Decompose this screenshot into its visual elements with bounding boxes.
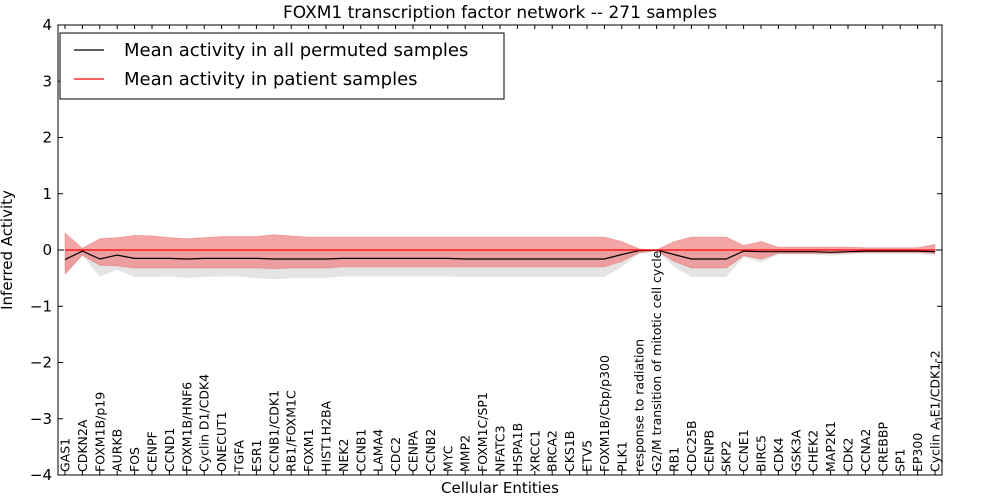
x-tick-label: FOXM1B/Cbp/p300 [597,355,612,472]
y-tick-label: 3 [42,72,52,90]
x-tick-label: MYC [440,445,455,472]
y-tick-label: −2 [30,354,52,372]
x-tick-label: response to radiation [632,339,647,472]
x-tick-label: CREBBP [875,422,890,472]
x-tick-label: GAS1 [58,438,73,472]
x-tick-label: FOXM1 [301,428,316,472]
x-tick-label: MAP2K1 [823,421,838,472]
x-tick-label: FOXM1C/SP1 [475,392,490,472]
x-tick-label: CCNB1 [353,429,368,472]
x-tick-label: CKS1B [562,431,577,472]
x-tick-label: FOXM1B/HNF6 [179,382,194,472]
x-tick-label: RB1 [667,447,682,472]
x-tick-label: EP300 [910,433,925,472]
x-ticks-layer: GAS1 CDKN2A FOXM1B/p19 AURKB FOS CENPF CCND1 FO… [58,25,943,475]
x-tick-label: NFATC3 [493,425,508,472]
y-tick-label: −3 [30,410,52,428]
x-tick-label: CCNE1 [736,429,751,472]
x-tick-label: CCNB2 [423,429,438,472]
bands-layer [64,232,936,280]
y-tick-label: 4 [42,16,52,34]
legend-label-permuted: Mean activity in all permuted samples [124,40,468,61]
x-tick-label: BRCA2 [545,430,560,472]
x-tick-label: CDC25B [684,420,699,472]
y-ticks-layer: −4 −3 −2 −1 0 1 2 3 4 [30,16,942,484]
x-tick-label: HSPA1B [510,423,525,472]
legend: Mean activity in all permuted samples Me… [59,32,505,100]
x-tick-label: ESR1 [249,440,264,472]
x-tick-label: CENPA [406,430,421,472]
x-tick-label: RB1/FOXM1C [284,390,299,472]
x-tick-label: CCNA2 [858,429,873,472]
x-tick-label: AURKB [110,429,125,472]
y-tick-label: 2 [42,129,52,147]
x-tick-label: LAMA4 [371,429,386,472]
x-tick-label: Cyclin A-E1/CDK1-2 [928,350,943,472]
x-tick-label: CCNB1/CDK1 [266,390,281,472]
x-tick-label: CCND1 [162,428,177,472]
x-tick-label: HIST1H2BA [319,400,334,472]
y-tick-label: −1 [30,297,52,315]
legend-frame [59,32,505,100]
x-tick-label: ETV5 [580,440,595,472]
x-tick-label: PLK1 [614,441,629,472]
x-tick-label: CHEK2 [806,430,821,472]
x-tick-label: CDKN2A [75,419,90,472]
x-tick-label: SP1 [893,449,908,472]
x-tick-label: ONECUT1 [214,411,229,472]
x-tick-label: GSK3A [788,429,803,472]
x-tick-label: CDC2 [388,437,403,472]
y-tick-label: 0 [42,241,52,259]
x-tick-label: CENPB [701,430,716,472]
x-tick-label: G2/M transition of mitotic cell cycle [649,250,664,472]
x-tick-label: FOXM1B/p19 [92,392,107,472]
x-tick-label: CENPF [145,431,160,472]
y-axis-label: Inferred Activity [0,190,16,310]
x-tick-label: Cyclin D1/CDK4 [197,374,212,472]
series-line-permuted [64,249,936,261]
x-tick-label: XRCC1 [527,430,542,472]
band-patient-samples [64,232,936,275]
y-tick-label: −4 [30,466,52,484]
x-tick-label: TGFA [232,440,247,473]
x-tick-label: BIRC5 [754,435,769,472]
series-lines-layer [64,249,936,261]
x-tick-label: FOS [127,447,142,472]
x-axis-label: Cellular Entities [441,479,559,497]
x-tick-label: NEK2 [336,439,351,472]
x-tick-label: MMP2 [458,435,473,472]
y-tick-label: 1 [42,185,52,203]
x-tick-label: CDK4 [771,437,786,472]
chart-title: FOXM1 transcription factor network -- 27… [283,3,717,23]
x-tick-label: CDK2 [841,437,856,472]
legend-label-patient: Mean activity in patient samples [124,69,418,90]
x-tick-label: SKP2 [719,440,734,472]
